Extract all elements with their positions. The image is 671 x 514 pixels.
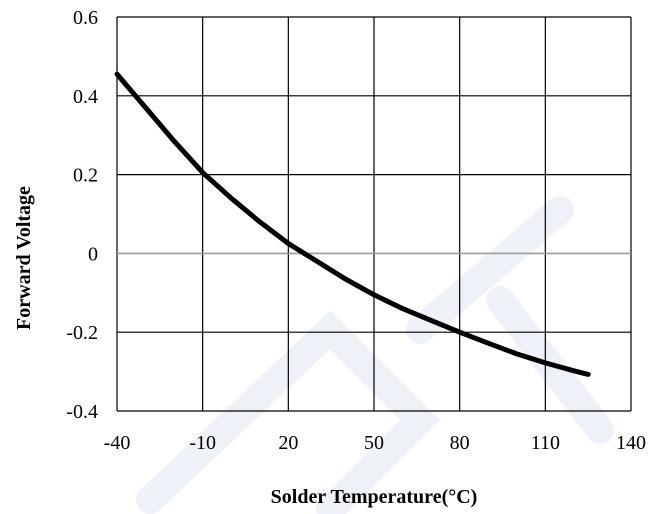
x-tick-label: 140 (616, 432, 646, 454)
y-tick-label: -0.2 (66, 322, 98, 344)
x-tick-label: 110 (531, 432, 560, 454)
x-tick-label: 20 (278, 432, 298, 454)
grid (116, 16, 632, 412)
x-axis-title: Solder Temperature(°C) (271, 486, 478, 508)
x-tick-label: 80 (450, 432, 470, 454)
y-tick-label: 0.4 (73, 86, 98, 108)
y-tick-label: 0.2 (73, 165, 98, 187)
x-tick-label: 50 (364, 432, 384, 454)
voltage-curve (114, 71, 591, 377)
y-tick-label: -0.4 (66, 401, 98, 423)
y-axis-title: Forward Voltage (13, 186, 35, 330)
tick-labels: -40 -10 20 50 80 110 140 -0.4 -0.2 0 0.2 0.4 0.6 (66, 7, 646, 454)
x-tick-label: -40 (104, 432, 131, 454)
x-tick-label: -10 (189, 432, 216, 454)
data-series (114, 71, 591, 377)
y-tick-label: 0 (88, 243, 98, 265)
y-tick-label: 0.6 (73, 7, 98, 29)
